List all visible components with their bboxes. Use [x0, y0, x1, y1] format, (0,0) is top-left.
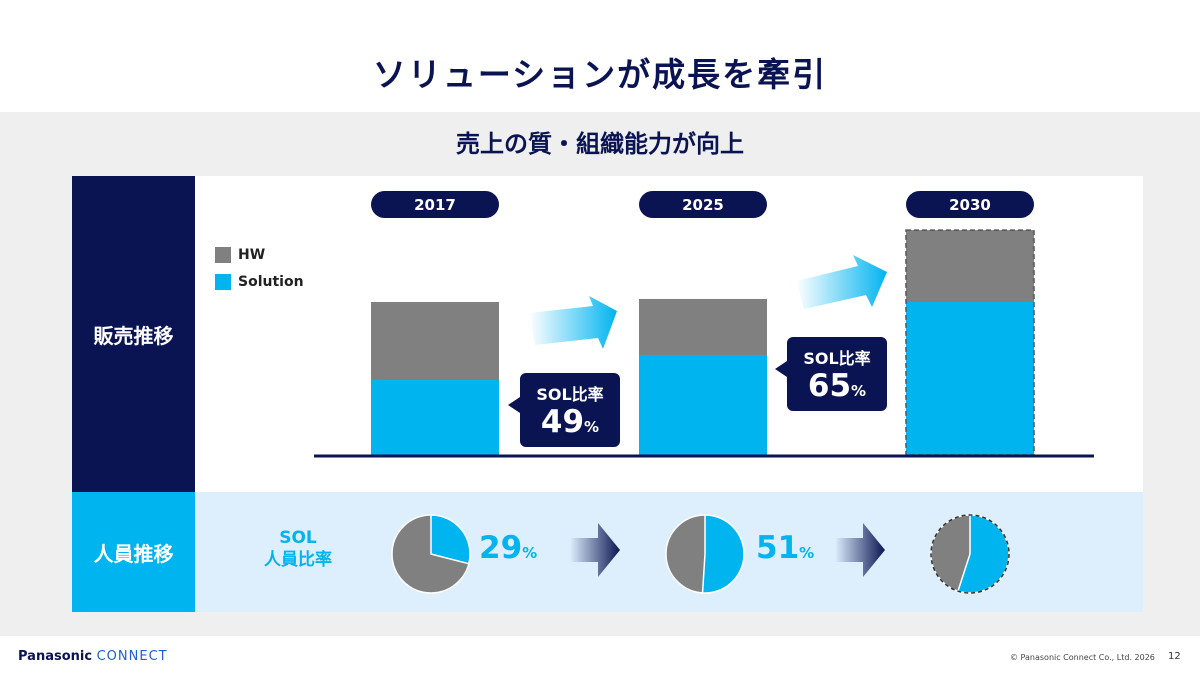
staff-pct-number: 29	[479, 530, 523, 566]
staff-pct-number: 51	[756, 530, 800, 566]
pie-slice-solution-2017	[430, 514, 471, 565]
callout-value: 65%	[787, 369, 887, 408]
bar-solution-2030	[906, 302, 1034, 455]
legend-solution: Solution	[215, 274, 304, 290]
callout-label: SOL比率	[803, 349, 871, 368]
staff-pct-unit: %	[522, 544, 538, 562]
bar-hw-2017	[371, 302, 499, 381]
bar-solution-2025	[639, 355, 767, 455]
bar-solution-2017	[371, 380, 499, 455]
row-label-sales: 販売推移	[72, 176, 195, 492]
callout-tip	[508, 397, 520, 413]
staff-arrow-2	[835, 523, 885, 577]
page-title: ソリューションが成長を牽引	[372, 55, 828, 94]
callout-label: SOL比率	[536, 385, 604, 404]
staff-sol-label-line2: 人員比率	[264, 550, 332, 570]
staff-pct-2017: 29%	[479, 530, 537, 566]
legend-solution-swatch	[215, 274, 231, 290]
row-label-staff: 人員推移	[72, 492, 195, 612]
callout-sol-ratio-2017: SOL比率 49%	[508, 373, 620, 447]
staff-sol-label: SOL 人員比率	[248, 527, 348, 571]
subtitle: 売上の質・組織能力が向上	[456, 130, 744, 158]
logo-connect: CONNECT	[96, 649, 168, 664]
staff-pct-2025: 51%	[756, 530, 814, 566]
growth-arrow-2	[796, 255, 887, 309]
callout-unit: %	[584, 418, 600, 436]
callout-tip	[775, 361, 787, 377]
legend-solution-label: Solution	[238, 274, 304, 290]
pie-slice-solution-2025	[701, 514, 745, 594]
legend-hw-swatch	[215, 247, 231, 263]
staff-sol-label-line1: SOL	[279, 528, 317, 548]
year-badge-2017: 2017	[371, 191, 499, 218]
year-badge-2025: 2025	[639, 191, 767, 218]
page-number: 12	[1168, 651, 1181, 662]
bar-hw-2030	[906, 230, 1034, 302]
pies-group	[391, 514, 1010, 594]
growth-arrow-1	[529, 296, 617, 349]
callout-sol-ratio-2025: SOL比率 65%	[775, 337, 887, 411]
legend-hw-label: HW	[238, 247, 266, 263]
callout-number: 49	[540, 404, 585, 440]
bar-hw-2025	[639, 298, 767, 356]
callout-value: 49%	[520, 405, 620, 444]
footer-logo: Panasonic CONNECT	[18, 649, 168, 664]
callout-number: 65	[807, 368, 852, 404]
copyright: © Panasonic Connect Co., Ltd. 2026	[1010, 653, 1155, 662]
logo-panasonic: Panasonic	[18, 649, 93, 664]
year-badge-2030: 2030	[906, 191, 1034, 218]
legend-hw: HW	[215, 247, 265, 263]
callout-unit: %	[851, 382, 867, 400]
staff-arrow-1	[570, 523, 620, 577]
staff-pct-unit: %	[799, 544, 815, 562]
pie-projection-outline-2030	[930, 514, 1010, 594]
bars-group	[371, 229, 1035, 456]
